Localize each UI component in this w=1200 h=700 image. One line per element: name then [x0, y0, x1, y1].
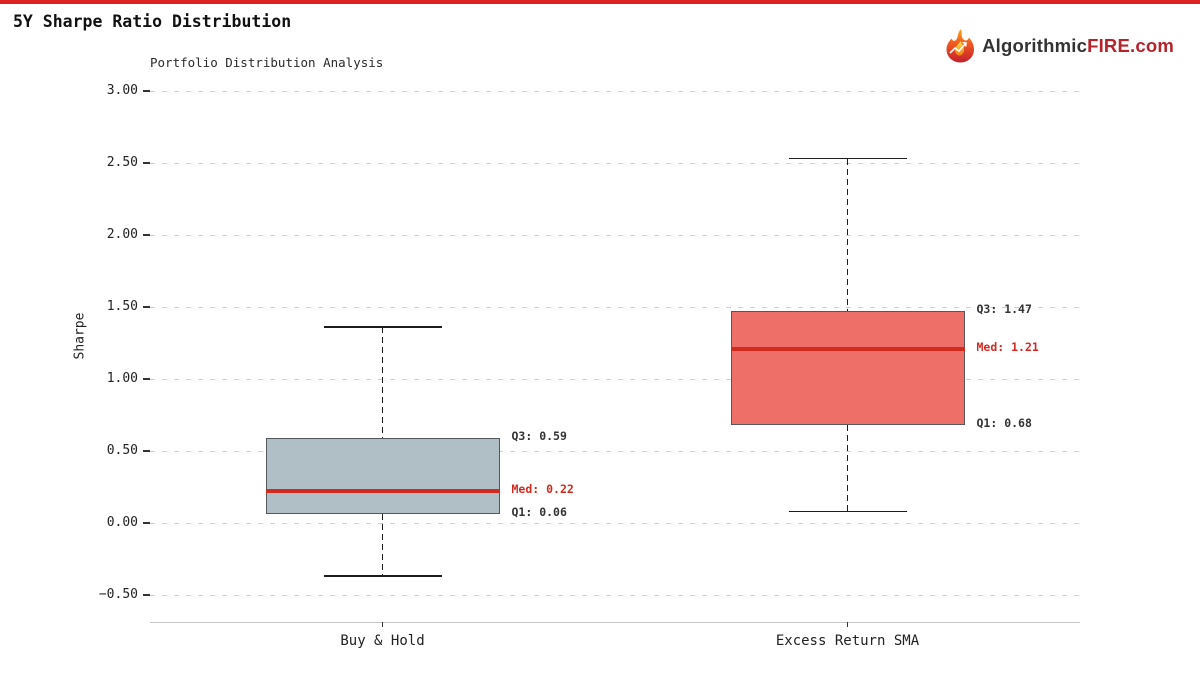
gridline	[150, 306, 1080, 308]
whisker-cap-low	[323, 575, 442, 578]
box	[265, 438, 500, 515]
whisker-lower	[381, 514, 384, 577]
y-tick-mark	[143, 450, 150, 452]
y-tick-label: 0.50	[106, 443, 138, 458]
annotation-q3: Q3: 0.59	[511, 429, 567, 444]
gridline	[150, 90, 1080, 92]
y-tick-mark	[143, 522, 150, 524]
annotation-q3: Q3: 1.47	[976, 302, 1032, 317]
brand-name: AlgorithmicFIRE.com	[982, 35, 1174, 57]
gridline	[150, 594, 1080, 596]
brand-name-accent: FIRE.com	[1087, 35, 1174, 56]
y-tick-label: 3.00	[106, 83, 138, 98]
y-tick-label: 2.00	[106, 227, 138, 242]
y-tick-label: 2.50	[106, 155, 138, 170]
y-tick-mark	[143, 234, 150, 236]
chart-title: Portfolio Distribution Analysis	[150, 55, 384, 70]
x-category-label: Excess Return SMA	[775, 633, 920, 649]
x-tick-mark	[846, 622, 849, 627]
x-tick-mark	[381, 622, 384, 627]
page-title: 5Y Sharpe Ratio Distribution	[13, 12, 292, 31]
whisker-lower	[846, 425, 849, 512]
annotation-med: Med: 0.22	[511, 482, 574, 497]
flame-icon	[946, 29, 975, 63]
brand-logo: AlgorithmicFIRE.com	[945, 29, 1174, 63]
whisker-cap-high	[323, 326, 442, 328]
annotation-q1: Q1: 0.06	[511, 505, 567, 520]
y-tick-mark	[143, 90, 150, 92]
y-tick-label: 0.00	[106, 515, 138, 530]
whisker-cap-high	[788, 157, 907, 160]
whisker-upper	[381, 327, 384, 439]
gridline	[150, 378, 1080, 380]
top-accent-bar	[0, 0, 1200, 4]
y-tick-mark	[143, 594, 150, 596]
median-line	[730, 346, 965, 351]
brand-name-dark: Algorithmic	[982, 35, 1088, 56]
gridline	[150, 234, 1080, 236]
y-tick-label: 1.50	[106, 299, 138, 314]
whisker-cap-low	[788, 510, 907, 513]
gridline	[150, 162, 1080, 164]
x-category-label: Buy & Hold	[340, 633, 425, 649]
box	[730, 311, 965, 426]
y-tick-mark	[143, 162, 150, 164]
y-tick-label: −0.50	[98, 587, 138, 602]
median-line	[265, 489, 500, 494]
gridline	[150, 522, 1080, 524]
y-tick-mark	[143, 306, 150, 308]
annotation-med: Med: 1.21	[976, 339, 1039, 354]
gridline	[150, 450, 1080, 452]
whisker-upper	[846, 158, 849, 312]
y-tick-label: 1.00	[106, 371, 138, 386]
x-axis-line	[150, 622, 1080, 624]
annotation-q1: Q1: 0.68	[976, 416, 1032, 431]
y-tick-mark	[143, 378, 150, 380]
